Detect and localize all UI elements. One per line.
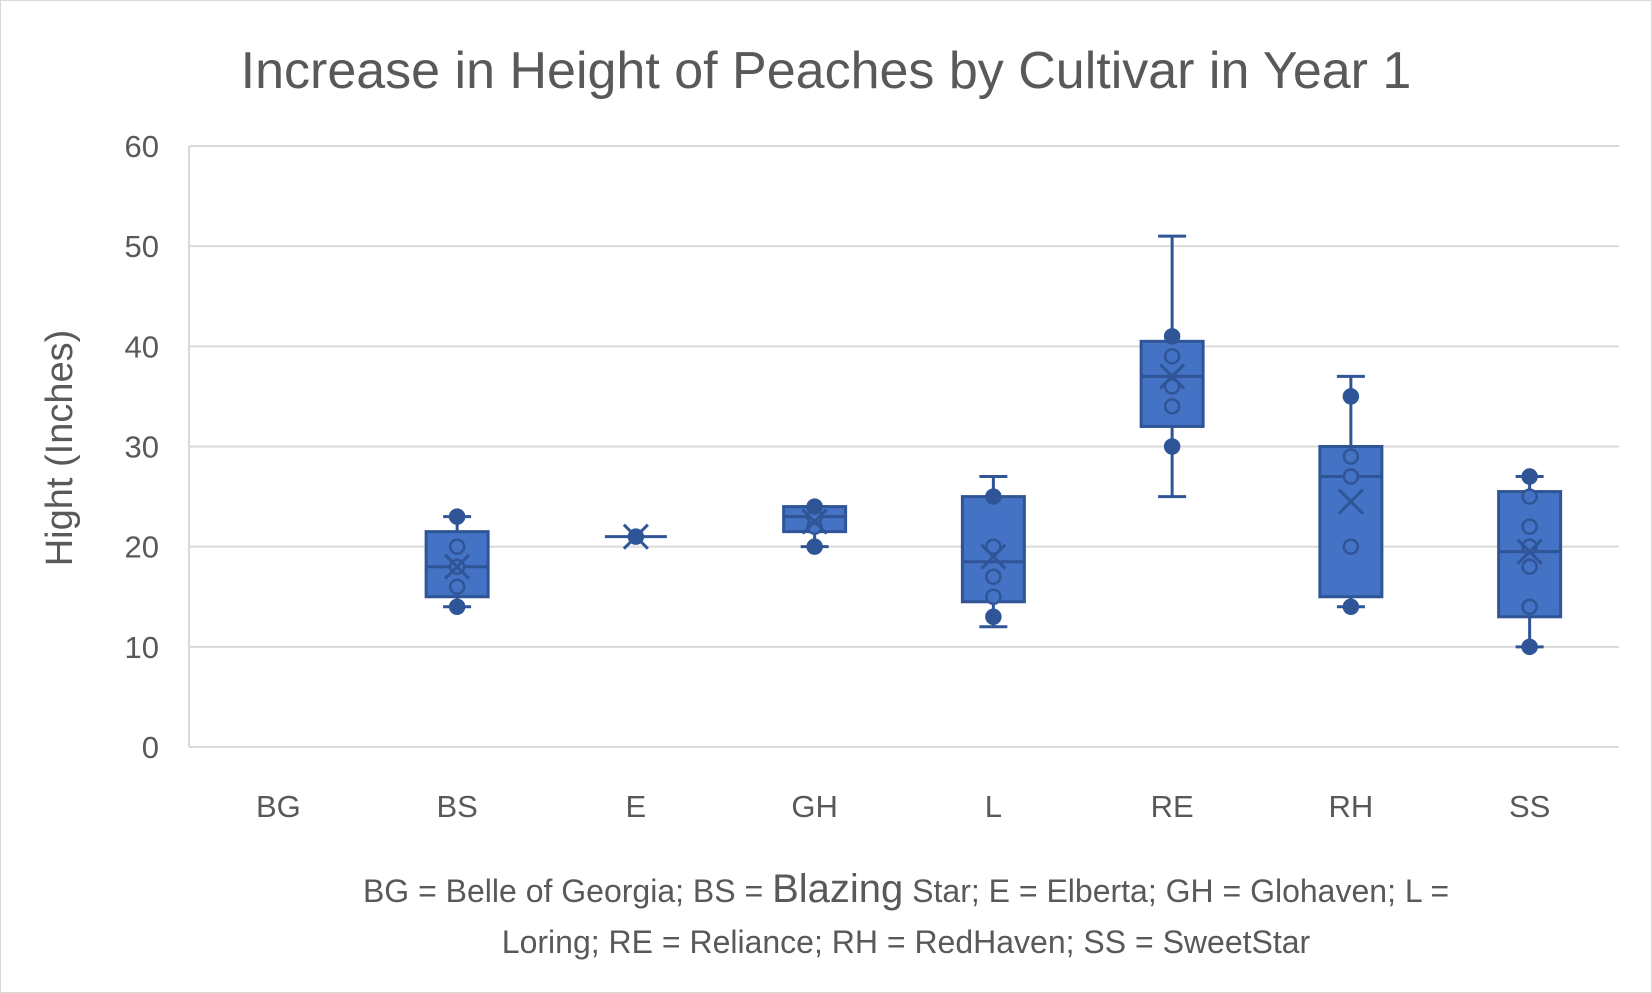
- data-point-RH-2: [1342, 468, 1360, 485]
- data-point-L-1: [985, 588, 1002, 605]
- mean-marker-RH: [1337, 488, 1364, 515]
- data-point-L-2: [985, 568, 1002, 585]
- mean-marker-GH: [801, 508, 828, 535]
- box-E: [604, 523, 667, 550]
- footnote-line-2: Loring; RE = Reliance; RH = RedHaven; SS…: [502, 924, 1311, 960]
- chart-title: Increase in Height of Peaches by Cultiva…: [241, 42, 1412, 100]
- y-tick-label-40: 40: [125, 329, 159, 364]
- x-tick-label-E: E: [626, 789, 647, 824]
- data-point-RH-4: [1342, 388, 1360, 405]
- data-point-RE-1: [1163, 398, 1181, 415]
- y-tick-label-30: 30: [125, 430, 159, 465]
- box-RH: [1318, 374, 1384, 616]
- data-point-RH-0: [1342, 598, 1360, 616]
- footnote-line-1-emphasis: Blazing: [772, 867, 903, 911]
- data-point-RE-2: [1163, 378, 1181, 395]
- data-point-SS-6: [1521, 468, 1538, 485]
- y-tick-label-50: 50: [125, 229, 159, 264]
- mean-marker-BS: [444, 553, 471, 580]
- data-point-GH-2: [806, 498, 823, 515]
- data-point-L-3: [985, 538, 1002, 555]
- data-point-SS-0: [1521, 638, 1538, 656]
- x-tick-label-L: L: [985, 789, 1002, 824]
- data-point-SS-4: [1521, 518, 1538, 535]
- footnote-line-1: BG = Belle of Georgia; BS = Blazing Star…: [363, 867, 1449, 911]
- data-point-BS-0: [448, 578, 466, 595]
- data-point-GH-3: [806, 538, 823, 555]
- x-tick-label-BG: BG: [256, 789, 301, 824]
- data-point-SS-1: [1521, 598, 1538, 616]
- x-tick-label-BS: BS: [436, 789, 477, 824]
- footnote-line-1-start: BG = Belle of Georgia; BS =: [363, 873, 772, 909]
- data-point-BS-4: [448, 598, 466, 616]
- y-tick-label-60: 60: [125, 129, 159, 164]
- y-axis-ticks: 0 10 20 30 40 50 60: [125, 129, 159, 765]
- data-point-RE-4: [1163, 328, 1181, 345]
- data-point-RH-3: [1342, 448, 1360, 465]
- y-axis-label: Hight (Inches): [39, 330, 81, 567]
- y-tick-label-20: 20: [125, 530, 159, 565]
- box-RE: [1139, 234, 1205, 499]
- mean-marker-E: [622, 523, 649, 550]
- box-SS: [1497, 468, 1563, 656]
- footnote-line-1-end: Star; E = Elberta; GH = Glohaven; L =: [903, 873, 1449, 909]
- mean-marker-SS: [1516, 538, 1543, 565]
- mean-marker-L: [980, 543, 1007, 570]
- data-point-L-4: [985, 488, 1002, 505]
- data-point-BS-3: [448, 508, 466, 525]
- y-tick-label-0: 0: [142, 730, 159, 765]
- data-point-RE-3: [1163, 348, 1181, 365]
- x-axis-ticks: BG BS E GH L RE RH SS: [256, 789, 1550, 824]
- box-BS: [424, 508, 490, 616]
- data-point-RE-0: [1163, 438, 1181, 455]
- x-tick-label-RE: RE: [1151, 789, 1194, 824]
- box-series: [424, 234, 1563, 656]
- y-tick-label-10: 10: [125, 630, 159, 665]
- box-GH: [782, 498, 848, 555]
- gridlines: [188, 145, 1619, 748]
- box-L: [960, 475, 1026, 629]
- data-point-L-0: [985, 608, 1002, 626]
- mean-marker-RE: [1159, 363, 1186, 390]
- x-tick-label-SS: SS: [1509, 789, 1550, 824]
- data-point-BS-2: [448, 538, 466, 555]
- data-point-RH-1: [1342, 538, 1360, 555]
- data-point-SS-2: [1521, 558, 1538, 575]
- data-point-SS-5: [1521, 488, 1538, 505]
- x-tick-label-RH: RH: [1328, 789, 1373, 824]
- x-tick-label-GH: GH: [791, 789, 838, 824]
